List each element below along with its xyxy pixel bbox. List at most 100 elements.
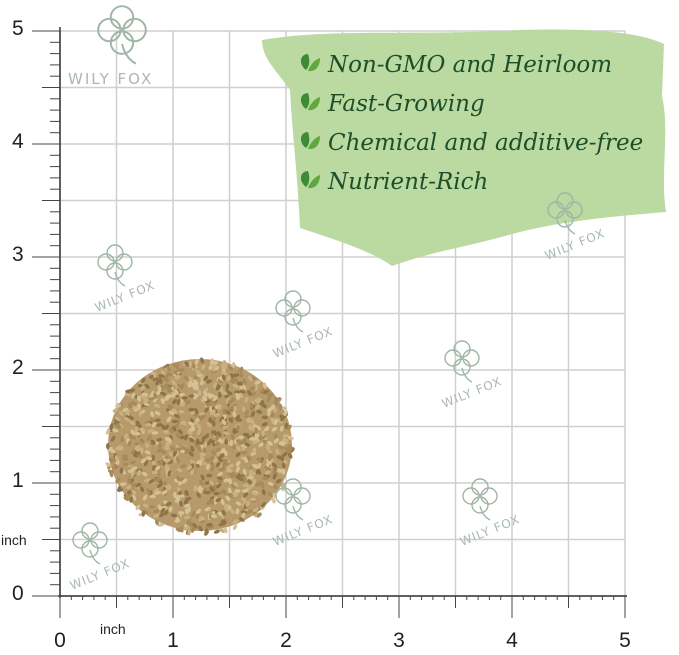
seed xyxy=(154,465,161,471)
seed xyxy=(227,399,234,404)
seed xyxy=(193,394,199,400)
leaf-icon xyxy=(300,132,320,150)
seed xyxy=(130,482,137,488)
ruler-label: 1 xyxy=(12,469,24,492)
seed xyxy=(181,396,188,400)
seed xyxy=(227,463,234,468)
petal xyxy=(275,487,293,505)
seed xyxy=(235,424,240,431)
seed xyxy=(249,497,257,502)
seed xyxy=(167,470,172,477)
seed-pile xyxy=(105,357,295,536)
seed xyxy=(174,389,179,395)
seed xyxy=(130,471,135,478)
seed xyxy=(158,459,164,466)
seed xyxy=(190,445,195,452)
seed xyxy=(105,428,111,435)
seed xyxy=(192,522,198,529)
seed xyxy=(205,379,212,384)
seed xyxy=(184,376,190,382)
stem xyxy=(461,367,473,383)
seed xyxy=(145,456,153,461)
seed xyxy=(286,424,292,431)
seed xyxy=(191,363,196,370)
seed xyxy=(190,468,195,476)
seed xyxy=(192,386,199,391)
clover-icon xyxy=(444,340,480,383)
seed xyxy=(184,361,191,367)
seed xyxy=(207,392,212,399)
petal xyxy=(556,192,574,210)
seed xyxy=(166,372,173,377)
seed xyxy=(187,506,191,513)
seed xyxy=(142,494,148,501)
seed xyxy=(271,497,276,504)
seed xyxy=(124,392,131,397)
seed xyxy=(235,501,242,506)
seed xyxy=(228,365,234,371)
seed xyxy=(217,391,222,399)
leaf-icon xyxy=(300,54,320,72)
seed xyxy=(217,479,224,484)
seed xyxy=(201,435,206,442)
seed xyxy=(141,392,148,397)
seed xyxy=(272,473,277,480)
seed xyxy=(162,429,169,434)
seed xyxy=(260,388,265,394)
seed xyxy=(204,433,210,439)
petal xyxy=(81,540,99,558)
seed xyxy=(144,383,150,389)
seed xyxy=(270,416,275,423)
seed xyxy=(203,490,211,495)
seed xyxy=(249,469,253,476)
seed xyxy=(254,427,259,434)
seed xyxy=(148,504,156,509)
seed xyxy=(151,421,157,428)
seed xyxy=(205,402,212,407)
seed xyxy=(134,426,139,433)
seed xyxy=(197,429,202,436)
seed xyxy=(219,416,225,422)
seed xyxy=(261,489,266,496)
seed xyxy=(226,390,233,396)
feature-text: Nutrient-Rich xyxy=(327,169,488,195)
seed xyxy=(201,396,208,402)
seed xyxy=(171,408,178,413)
seed xyxy=(225,410,231,415)
seed xyxy=(182,478,188,484)
seed xyxy=(146,488,151,495)
seed xyxy=(160,397,165,405)
leaf xyxy=(308,58,320,72)
seed xyxy=(188,360,193,368)
seed xyxy=(273,418,278,425)
petal xyxy=(284,308,302,326)
ruler-label: 0 xyxy=(12,582,24,605)
petal xyxy=(471,496,489,514)
seed xyxy=(247,479,252,485)
feature-list: Non-GMO and Heirloom Fast-Growing Chemical… xyxy=(300,52,643,195)
seed xyxy=(217,456,223,462)
seed xyxy=(245,500,251,507)
seed xyxy=(105,462,112,467)
seed xyxy=(235,394,240,401)
seed xyxy=(147,434,152,441)
seed xyxy=(169,446,176,451)
seed xyxy=(124,417,131,422)
seed xyxy=(149,494,156,499)
seed xyxy=(222,408,227,415)
seed xyxy=(258,442,264,448)
seed xyxy=(131,489,137,496)
seed xyxy=(283,446,290,452)
petal xyxy=(453,358,471,376)
clover-icon xyxy=(72,522,108,565)
seed xyxy=(242,477,247,484)
seed xyxy=(239,389,246,394)
seed xyxy=(192,421,199,426)
leaf-icon xyxy=(300,93,320,111)
seed xyxy=(172,450,178,457)
seed xyxy=(236,382,244,386)
seed xyxy=(211,420,216,427)
seed xyxy=(219,386,224,393)
seed xyxy=(221,509,226,517)
leaf xyxy=(300,132,310,148)
